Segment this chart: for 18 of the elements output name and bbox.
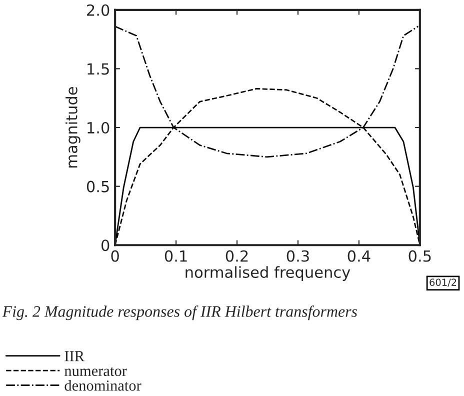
text: 601/2 (430, 278, 456, 287)
y-tick-label: 2.0 (87, 4, 110, 16)
caption: Fig. 2 Magnitude responses of IIR Hilbert transformers (2, 306, 358, 320)
x-tick-label: 0.4 (348, 250, 370, 262)
y-tick-label: 1.0 (88, 122, 110, 134)
x-tick-label: 0.3 (286, 250, 309, 262)
y-tick-label: 0.5 (86, 180, 109, 192)
x-tick-label: 0 (111, 250, 119, 262)
y-tick-label: 0 (102, 240, 110, 252)
y-tick-label: 1.5 (88, 63, 109, 75)
legend-label: denominator (64, 380, 142, 391)
legend-label: numerator (64, 367, 127, 376)
x-axis-title: normalised frequency (186, 266, 350, 281)
legend-label: IIR (64, 351, 85, 362)
x-tick-label: 0.1 (164, 250, 187, 262)
x-tick-label: 0.2 (226, 250, 248, 262)
x-tick-label: 0.5 (408, 250, 431, 262)
y-axis-title: magnitude (66, 87, 80, 168)
